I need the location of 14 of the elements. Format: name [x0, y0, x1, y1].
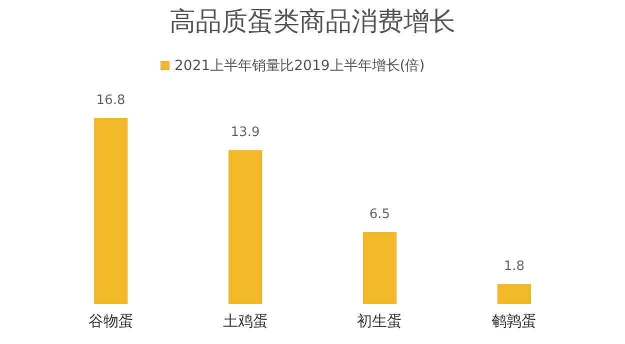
- data-label: 6.5: [369, 207, 390, 222]
- bar: [228, 150, 262, 304]
- data-label: 16.8: [96, 93, 126, 108]
- bar: [94, 118, 128, 304]
- x-tick-label: 谷物蛋: [88, 312, 134, 330]
- x-tick-label: 初生蛋: [357, 312, 402, 330]
- data-label: 1.8: [504, 259, 525, 274]
- bar: [497, 284, 532, 304]
- bar: [362, 232, 397, 304]
- chart-title: 高品质蛋类商品消费增长: [170, 7, 456, 37]
- legend-label: 2021上半年销量比2019上半年增长(倍): [174, 58, 425, 74]
- x-tick-label: 土鸡蛋: [222, 312, 268, 330]
- x-tick-label: 鹌鹑蛋: [492, 312, 537, 330]
- data-label: 13.9: [230, 125, 260, 140]
